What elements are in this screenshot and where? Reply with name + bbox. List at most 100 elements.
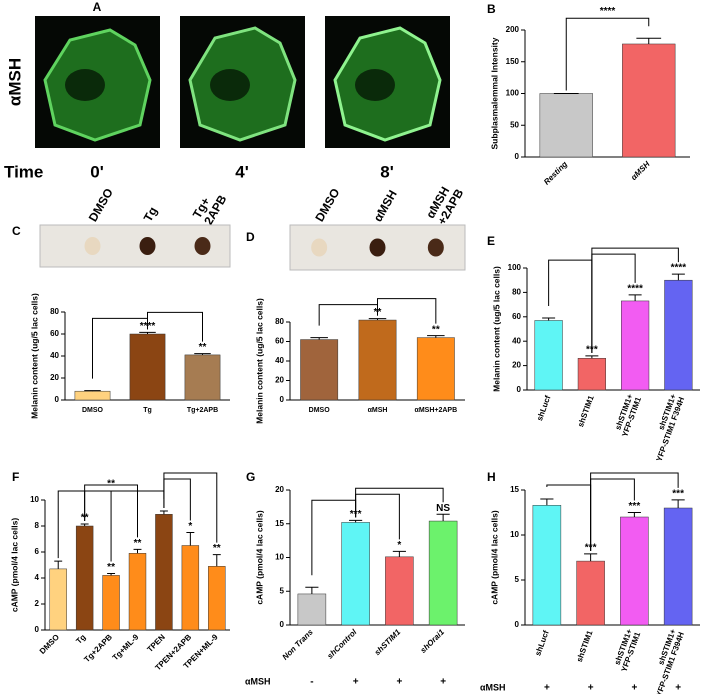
y-tick-label: 100 xyxy=(506,89,520,98)
bar xyxy=(208,566,226,631)
error-bar xyxy=(133,548,142,554)
error-bar xyxy=(310,337,328,340)
photo-label: Tg+2APB xyxy=(190,186,230,228)
y-tick-label: 80 xyxy=(50,307,59,316)
x-tick-label: shControl xyxy=(325,627,359,661)
bracket xyxy=(377,298,437,324)
treatment-label: αMSH xyxy=(480,682,506,692)
x-tick-label: shSTIM1 xyxy=(575,629,595,664)
x-tick-label: shOrai1 xyxy=(419,627,447,655)
significance: *** xyxy=(629,501,641,512)
x-tick-label: Tg xyxy=(74,632,87,645)
y-axis-title: Melanin content (ug/5 lac cells) xyxy=(29,293,39,419)
bar xyxy=(102,575,120,631)
y-tick-label: 15 xyxy=(275,519,284,528)
error-bar xyxy=(627,512,641,517)
pellet xyxy=(139,237,156,255)
x-tick-label: αMSH+2APB xyxy=(415,407,458,414)
panel-letter: A xyxy=(93,0,102,14)
error-bar xyxy=(159,510,168,515)
y-tick-label: 40 xyxy=(275,356,284,365)
error-bar xyxy=(107,572,116,576)
y-tick-label: 0 xyxy=(35,625,40,634)
y-tick-label: 100 xyxy=(508,263,522,272)
y-tick-label: 60 xyxy=(50,329,59,338)
bar xyxy=(620,516,649,626)
y-tick-label: 0 xyxy=(515,620,520,629)
bar xyxy=(155,514,173,631)
time-tick: 8' xyxy=(380,162,394,181)
x-tick-label: TPEN xyxy=(145,632,167,654)
bracket xyxy=(355,487,444,518)
significance: **** xyxy=(671,263,687,274)
panel-letter: D xyxy=(246,230,255,244)
y-tick-label: 5 xyxy=(515,575,520,584)
bar xyxy=(300,339,339,401)
x-tick-label: DMSO xyxy=(82,407,104,414)
error-bar xyxy=(84,390,101,392)
error-bar xyxy=(349,519,363,523)
y-axis-title: cAMP (pmol/4 lac cells) xyxy=(489,510,499,604)
error-bar xyxy=(628,294,642,301)
y-axis-title: cAMP (pmol/4 lac cells) xyxy=(254,510,264,604)
panel-letter: G xyxy=(246,470,255,484)
bar xyxy=(75,525,94,631)
photo-label: αMSH xyxy=(371,188,400,224)
bar xyxy=(534,320,563,391)
significance: ** xyxy=(432,324,440,335)
x-tick-label: DMSO xyxy=(309,407,331,414)
significance: * xyxy=(397,540,401,551)
pellet xyxy=(369,238,386,257)
y-tick-label: 8 xyxy=(35,521,40,530)
bar xyxy=(664,279,693,391)
photo-label: αMSH+2APB xyxy=(423,180,466,228)
treatment-mark: + xyxy=(440,677,446,688)
bracket xyxy=(163,472,218,543)
bar xyxy=(181,545,200,631)
bracket-label: **** xyxy=(600,6,616,17)
x-tick-label: Resting xyxy=(542,159,569,186)
y-tick-label: 20 xyxy=(512,361,521,370)
y-axis-title: Melanin content (ug/5 lac cells) xyxy=(491,266,501,392)
y-tick-label: 60 xyxy=(512,312,521,321)
error-bar xyxy=(80,523,89,526)
significance: * xyxy=(188,521,192,532)
bar xyxy=(358,319,397,401)
treatment-mark: + xyxy=(588,683,594,694)
y-tick-label: 20 xyxy=(275,376,284,385)
bar xyxy=(622,43,676,158)
treatment-mark: + xyxy=(353,677,359,688)
y-tick-label: 20 xyxy=(275,485,284,494)
significance: ** xyxy=(213,543,221,554)
panel-letter: H xyxy=(487,470,496,484)
significance: ** xyxy=(199,342,207,353)
y-tick-label: 6 xyxy=(35,547,40,556)
x-tick-label: DMSO xyxy=(38,633,61,656)
time-tick: 0' xyxy=(90,162,104,181)
x-tick-label: Tg+2APB xyxy=(82,632,114,664)
x-tick-label: αMSH xyxy=(629,159,652,182)
bar xyxy=(428,520,458,626)
error-bar xyxy=(427,335,445,338)
pellet xyxy=(194,237,211,255)
x-tick-label: shLucf xyxy=(533,629,551,657)
treatment-mark: + xyxy=(544,683,550,694)
significance: **** xyxy=(627,283,643,294)
x-tick-label: αMSH xyxy=(368,407,388,414)
error-bar xyxy=(194,353,211,355)
y-tick-label: 80 xyxy=(275,317,284,326)
y-axis-title: Subplasmalemmal Intensity xyxy=(489,37,499,149)
y-tick-label: 60 xyxy=(275,337,284,346)
bracket xyxy=(147,311,203,342)
bar xyxy=(539,93,593,158)
bar xyxy=(577,358,606,391)
error-bar xyxy=(212,554,221,567)
y-axis-title: cAMP (pmol/4 lac cells) xyxy=(9,518,19,612)
error-bar xyxy=(585,355,599,359)
error-bar xyxy=(186,532,195,546)
y-tick-label: 0 xyxy=(280,620,285,629)
error-bar xyxy=(542,317,556,321)
y-tick-label: 5 xyxy=(280,586,285,595)
y-tick-label: 20 xyxy=(50,373,59,382)
